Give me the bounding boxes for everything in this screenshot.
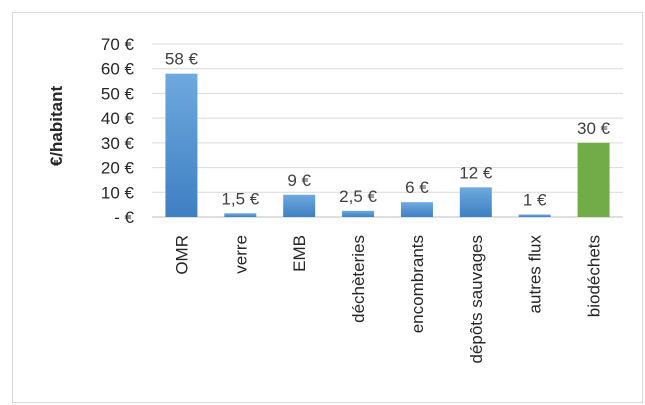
bar-5 (400, 202, 433, 217)
category-label: OMR (172, 235, 191, 275)
category-labels: OMR verre EMB déchèteries encombrants dépôts … (172, 235, 603, 364)
category-label: déchèteries (349, 235, 368, 323)
bar-6 (459, 187, 492, 217)
bar-chart: - € 10 € 20 € 30 € 40 € 50 € 60 € 70 € 58 € 1,5 … (47, 35, 623, 364)
y-axis-ticks: - € 10 € 20 € 30 € 40 € 50 € 60 € 70 € (101, 35, 135, 227)
y-tick-label: 20 € (101, 159, 135, 178)
bar-2 (224, 213, 257, 217)
bar-3 (283, 194, 316, 217)
y-tick-label: 50 € (101, 84, 135, 103)
y-tick-label: - € (114, 208, 134, 227)
gridlines (152, 43, 623, 218)
category-label: encombrants (408, 235, 427, 333)
y-tick-label: 70 € (101, 35, 135, 54)
bar-7 (518, 214, 551, 217)
y-axis-label: €/habitant (47, 86, 66, 167)
y-tick-label: 10 € (101, 183, 135, 202)
data-label: 1,5 € (221, 189, 259, 208)
data-label: 2,5 € (339, 187, 377, 206)
data-labels: 58 € 1,5 € 9 € 2,5 € 6 € 12 € 1 € 30 € (165, 50, 611, 210)
category-label: biodéchets (585, 235, 604, 317)
bar-4 (342, 210, 375, 217)
data-label: 6 € (405, 178, 429, 197)
y-tick-label: 40 € (101, 109, 135, 128)
data-label: 58 € (165, 50, 199, 69)
category-label: verre (231, 235, 250, 274)
bar-8 (577, 142, 610, 217)
category-label: autres flux (526, 235, 545, 314)
data-label: 1 € (523, 191, 547, 210)
data-label: 12 € (459, 163, 493, 182)
category-label: dépôts sauvages (467, 235, 486, 364)
bars (165, 73, 610, 218)
data-label: 30 € (577, 119, 611, 138)
category-label: EMB (290, 235, 309, 272)
y-tick-label: 60 € (101, 60, 135, 79)
y-tick-label: 30 € (101, 134, 135, 153)
bar-1 (165, 73, 198, 218)
chart-frame: - € 10 € 20 € 30 € 40 € 50 € 60 € 70 € 58 € 1,5 … (12, 12, 643, 403)
data-label: 9 € (287, 171, 311, 190)
